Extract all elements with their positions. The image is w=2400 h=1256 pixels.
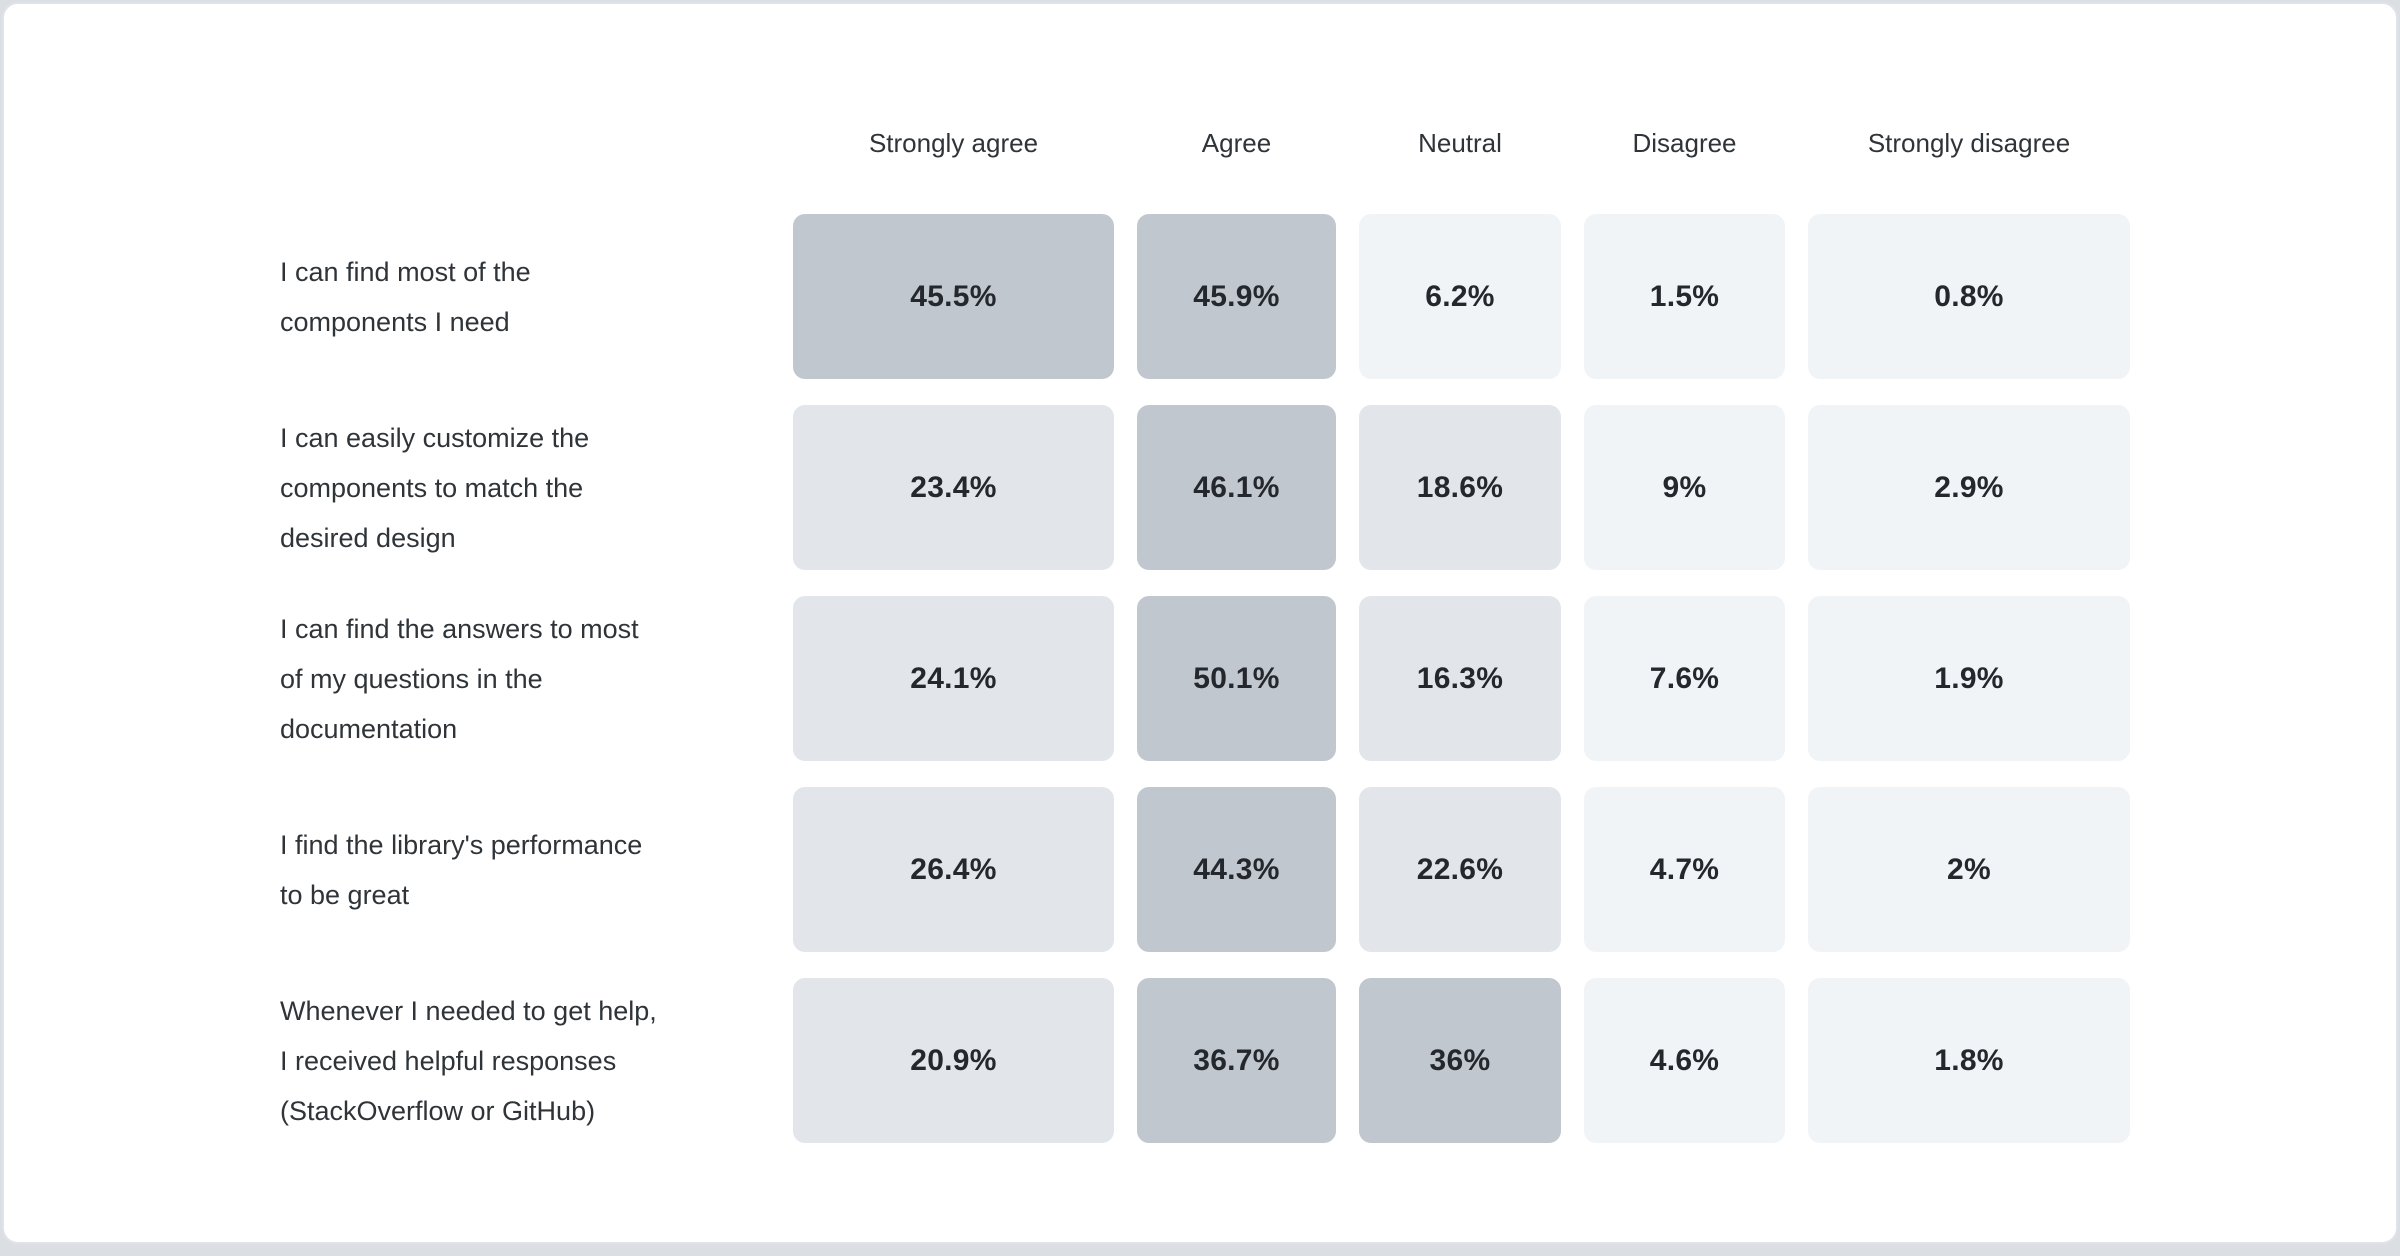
heatmap-cell: 18.6% [1359,405,1561,570]
row-label: I can find most of the components I need [280,256,531,337]
cell-value: 9% [1662,470,1707,504]
column-header: Agree [1201,128,1272,158]
cell-value: 20.9% [910,1043,997,1077]
heatmap-cell: 16.3% [1359,596,1561,761]
cell-value: 4.6% [1649,1043,1720,1077]
cell-value: 36.7% [1193,1043,1280,1077]
table-row: I can find most of the components I need… [280,214,2130,379]
row-label: I can find the answers to most of my que… [280,613,639,744]
cell-value: 6.2% [1425,279,1495,313]
row-label: Whenever I needed to get help, I receive… [280,995,657,1126]
cell-value: 22.6% [1416,852,1504,886]
row-label: I find the library's performance to be g… [280,829,643,910]
heatmap-cell: 2.9% [1808,405,2130,570]
column-header: Strongly disagree [1867,128,2071,158]
cell-value: 7.6% [1649,661,1720,695]
column-header: Strongly agree [868,128,1039,158]
cell-value: 24.1% [910,661,997,695]
cell-value: 23.4% [910,470,997,504]
cell-value: 1.8% [1934,1043,2004,1077]
heatmap-cell: 2% [1808,787,2130,952]
cell-value: 26.4% [910,852,997,886]
heatmap-cell: 26.4% [793,787,1114,952]
heatmap-cell: 4.6% [1584,978,1785,1143]
column-header: Disagree [1632,128,1737,158]
cell-value: 2% [1947,852,1991,886]
heatmap-cell: 6.2% [1359,214,1561,379]
table-rows: I can find most of the components I need… [280,214,2130,1143]
table-row: I can find the answers to most of my que… [280,596,2130,761]
heatmap-cell: 45.9% [1137,214,1336,379]
table-row: I find the library's performance to be g… [280,787,2130,952]
cell-value: 16.3% [1416,661,1504,695]
heatmap-cell: 36% [1359,978,1561,1143]
heatmap-cell: 22.6% [1359,787,1561,952]
heatmap-cell: 20.9% [793,978,1114,1143]
heatmap-cell: 23.4% [793,405,1114,570]
table-row: I can easily customize the components to… [280,405,2130,570]
heatmap-cell: 36.7% [1137,978,1336,1143]
cell-value: 45.5% [910,279,997,313]
heatmap-cell: 1.8% [1808,978,2130,1143]
heatmap-cell: 44.3% [1137,787,1336,952]
heatmap-cell: 24.1% [793,596,1114,761]
column-header: Neutral [1418,128,1502,158]
cell-value: 44.3% [1193,852,1280,886]
row-label: I can easily customize the components to… [280,422,590,553]
cell-value: 36% [1429,1043,1491,1077]
cell-value: 50.1% [1193,661,1280,695]
heatmap-cell: 9% [1584,405,1785,570]
heatmap-cell: 45.5% [793,214,1114,379]
heatmap-cell: 46.1% [1137,405,1336,570]
cell-value: 1.9% [1934,661,2004,695]
likert-heatmap-table: Strongly agree Agree Neutral Disagree Strong… [280,126,2130,1169]
heatmap-cell: 50.1% [1137,596,1336,761]
heatmap-cell: 1.5% [1584,214,1785,379]
cell-value: 0.8% [1934,279,2004,313]
heatmap-cell: 7.6% [1584,596,1785,761]
row-label-column-spacer [280,126,770,160]
cell-value: 18.6% [1416,470,1504,504]
heatmap-cell: 0.8% [1808,214,2130,379]
cell-value: 45.9% [1193,279,1280,313]
heatmap-cell: 4.7% [1584,787,1785,952]
heatmap-cell: 1.9% [1808,596,2130,761]
column-headers: Strongly agree Agree Neutral Disagree Strong… [280,126,2130,160]
cell-value: 1.5% [1649,279,1720,313]
cell-value: 2.9% [1934,470,2004,504]
cell-value: 4.7% [1649,852,1720,886]
cell-value: 46.1% [1193,470,1280,504]
table-row: Whenever I needed to get help, I receive… [280,978,2130,1143]
